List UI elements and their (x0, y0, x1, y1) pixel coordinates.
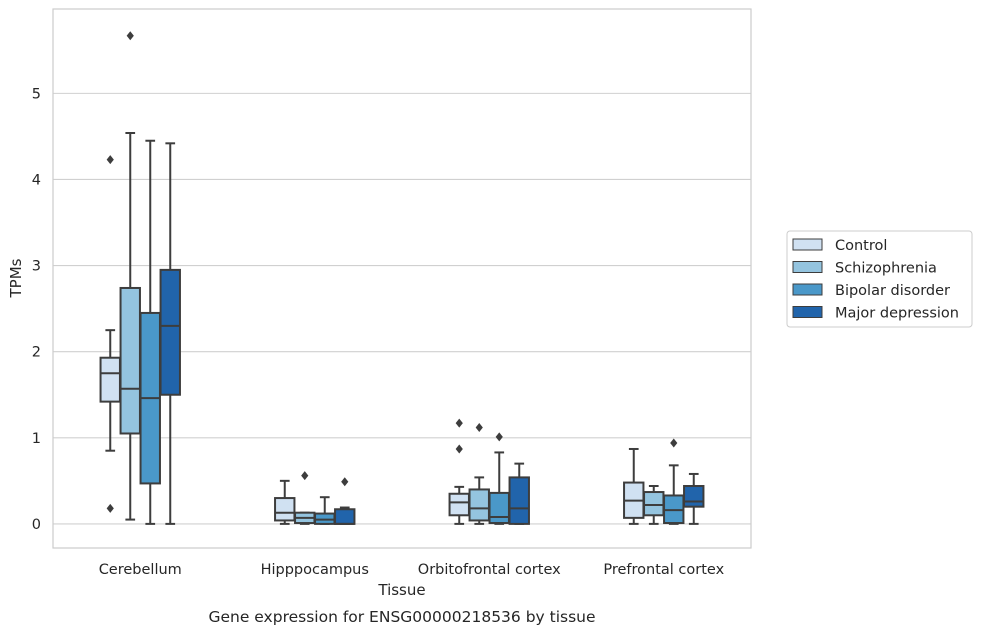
box-iqr (468, 488, 490, 522)
outlier-point (455, 418, 463, 428)
y-tick-label: 4 (32, 172, 41, 188)
box-iqr (683, 485, 705, 508)
box-iqr (488, 491, 510, 525)
box-major-depression (334, 477, 356, 525)
x-tick-label: Orbitofrontal cortex (418, 562, 561, 578)
box-schizophrenia (294, 471, 316, 525)
y-axis-title: TPMs (7, 258, 25, 298)
box-iqr (334, 508, 356, 525)
box-iqr (274, 497, 296, 522)
box-major-depression (508, 462, 530, 525)
outlier-point (495, 432, 503, 442)
box-iqr (508, 476, 530, 525)
outlier-point (670, 438, 678, 448)
box-schizophrenia (119, 31, 141, 521)
legend-label: Control (835, 238, 887, 254)
box-bipolar-disorder (314, 496, 336, 525)
x-axis-title: Tissue (377, 581, 425, 599)
y-axis-ticks: 0 1 2 3 4 5 (32, 86, 41, 533)
box-schizophrenia (643, 485, 665, 525)
outlier-point (106, 503, 114, 513)
x-tick-label: Cerebellum (99, 562, 182, 578)
box-bipolar-disorder (663, 438, 685, 525)
box-major-depression (159, 142, 181, 525)
box-control (99, 155, 121, 513)
y-tick-label: 0 (32, 517, 41, 533)
y-tick-label: 5 (32, 86, 41, 102)
box-schizophrenia (468, 422, 490, 525)
box-iqr (119, 286, 141, 435)
y-tick-label: 3 (32, 259, 41, 275)
x-tick-label: Hipppocampus (261, 562, 369, 578)
box-series (99, 31, 705, 525)
legend: Control Schizophrenia Bipolar disorder Majo… (786, 230, 973, 328)
y-tick-label: 1 (32, 431, 41, 447)
legend-swatch (792, 283, 823, 296)
box-bipolar-disorder (488, 432, 510, 525)
outlier-point (126, 31, 134, 41)
legend-swatch (792, 261, 823, 273)
x-axis-ticks: Cerebellum Hipppocampus Orbitofrontal cort… (99, 562, 725, 578)
legend-swatch (792, 238, 823, 251)
plot-area-frame (52, 8, 752, 549)
box-control (274, 479, 296, 525)
x-tick-label: Prefrontal cortex (603, 562, 724, 578)
legend-swatch (792, 306, 823, 318)
box-control (448, 418, 470, 525)
outlier-point (475, 422, 483, 432)
box-iqr (448, 492, 470, 517)
box-iqr (99, 356, 121, 403)
outlier-point (455, 444, 463, 454)
legend-label: Major depression (835, 306, 959, 322)
box-iqr (159, 268, 181, 396)
box-control (623, 447, 645, 525)
outlier-point (341, 477, 349, 487)
legend-label: Schizophrenia (835, 261, 937, 277)
y-tick-label: 2 (32, 345, 41, 361)
legend-label: Bipolar disorder (835, 283, 950, 299)
outlier-point (106, 155, 114, 165)
box-bipolar-disorder (139, 139, 161, 525)
box-iqr (643, 491, 665, 517)
box-major-depression (683, 472, 705, 525)
outlier-point (301, 471, 309, 481)
chart-caption: Gene expression for ENSG00000218536 by t… (208, 608, 595, 626)
legend-frame (786, 230, 973, 328)
